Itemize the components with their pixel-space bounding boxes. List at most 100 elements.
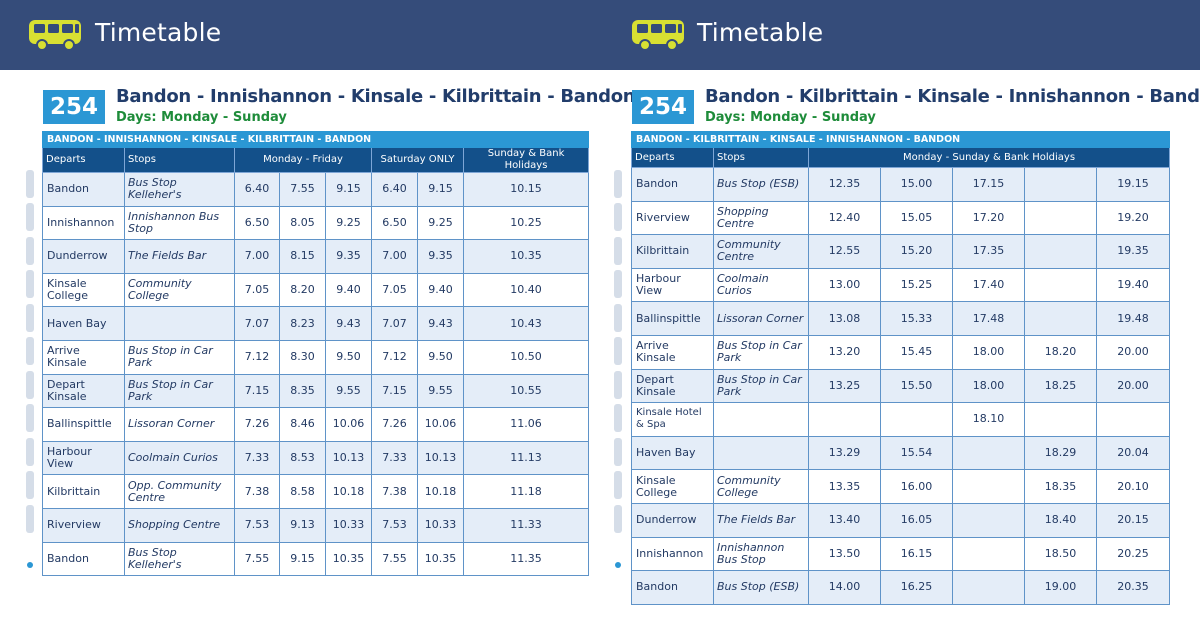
rail-segment [26, 337, 34, 365]
stop-cell: Bus Stop in Car Park [124, 339, 235, 375]
col-departs: Departs [631, 147, 714, 168]
time-cell: 9.43 [325, 306, 372, 341]
time-cell: 7.55 [371, 541, 418, 577]
col-departs: Departs [42, 147, 125, 173]
right-timetable-table: BANDON - KILBRITTAIN - KINSALE - INNISHA… [630, 131, 1171, 605]
time-cell: 20.25 [1095, 536, 1171, 572]
rail-segment [26, 304, 34, 332]
stop-cell: Coolmain Curios [713, 267, 809, 303]
time-cell [1024, 301, 1097, 336]
time-cell: 15.20 [880, 234, 953, 269]
time-cell [1024, 267, 1097, 303]
time-cell: 20.35 [1095, 570, 1171, 605]
time-cell: 18.10 [952, 402, 1025, 437]
right-scroll-rail[interactable] [614, 170, 622, 570]
time-cell: 15.45 [880, 334, 953, 370]
time-cell: 9.25 [325, 205, 372, 241]
time-cell: 12.40 [808, 200, 881, 236]
time-cell: 19.35 [1095, 234, 1171, 269]
stop-cell: Bus Stop in Car Park [124, 373, 235, 409]
time-cell: 9.35 [325, 239, 372, 274]
time-cell: 18.50 [1024, 536, 1097, 572]
route-band: BANDON - KILBRITTAIN - KINSALE - INNISHA… [630, 131, 1171, 148]
time-cell: 7.33 [234, 440, 280, 476]
rail-segment [614, 270, 622, 298]
col-stops: Stops [713, 147, 809, 168]
time-cell: 9.13 [279, 507, 326, 543]
time-cell: 18.29 [1024, 435, 1097, 471]
time-cell: 18.25 [1024, 368, 1097, 404]
time-cell [1024, 200, 1097, 236]
table-row: Riverview Shopping Centre 7.53 9.13 10.33 7.5… [42, 507, 590, 543]
col-saturday: Saturday ONLY [371, 147, 464, 173]
time-cell: 20.04 [1095, 435, 1171, 471]
departs-cell: Innishannon [631, 536, 714, 572]
time-cell: 13.29 [808, 435, 881, 471]
time-cell: 6.50 [371, 205, 418, 241]
time-cell: 7.12 [234, 339, 280, 375]
time-cell: 8.30 [279, 339, 326, 375]
time-cell: 10.15 [462, 172, 590, 207]
time-cell: 7.00 [234, 239, 280, 274]
table-row: Innishannon Innishannon Bus Stop 13.50 16.1… [631, 536, 1171, 572]
departs-cell: Riverview [42, 507, 125, 543]
stop-cell: Coolmain Curios [124, 440, 235, 476]
time-cell: 9.43 [417, 306, 464, 341]
stop-cell: The Fields Bar [713, 502, 809, 538]
table-row: Kinsale Hotel & Spa 18.10 [631, 402, 1171, 437]
rail-segment [26, 237, 34, 265]
time-cell: 9.55 [325, 373, 372, 409]
time-cell: 7.07 [234, 306, 280, 341]
bus-icon [29, 20, 81, 51]
timetable-title-left: Timetable [95, 18, 222, 47]
stop-cell: Bus Stop Kelleher's [124, 541, 235, 577]
time-cell: 19.48 [1095, 301, 1171, 336]
stop-cell: Innishannon Bus Stop [713, 536, 809, 572]
table-row: Riverview Shopping Centre 12.40 15.05 17.20 1… [631, 200, 1171, 236]
time-cell: 9.50 [325, 339, 372, 375]
time-cell: 10.33 [325, 507, 372, 543]
departs-cell: Kilbrittain [631, 234, 714, 269]
time-cell: 7.38 [234, 474, 280, 509]
header-bar: Timetable Timetable [0, 0, 1200, 70]
table-row: Haven Bay 13.29 15.54 18.29 20.04 [631, 435, 1171, 471]
time-cell: 13.08 [808, 301, 881, 336]
left-scroll-rail[interactable] [26, 170, 34, 570]
time-cell: 7.12 [371, 339, 418, 375]
time-cell: 7.15 [234, 373, 280, 409]
time-cell: 7.33 [371, 440, 418, 476]
route-band: BANDON - INNISHANNON - KINSALE - KILBRIT… [41, 131, 590, 148]
time-cell: 11.06 [462, 407, 590, 442]
time-cell: 10.18 [417, 474, 464, 509]
table-row: Kinsale College Community College 7.05 8.20… [42, 272, 590, 308]
time-cell: 13.50 [808, 536, 881, 572]
rail-segment [614, 203, 622, 231]
departs-cell: Kilbrittain [42, 474, 125, 509]
rail-segment [26, 170, 34, 198]
table-row: Kinsale College Community College 13.35 16.… [631, 469, 1171, 504]
rail-segment [614, 304, 622, 332]
col-monday-sunday: Monday - Sunday & Bank Holdiays [807, 147, 1171, 168]
departs-cell: Kinsale College [42, 272, 125, 308]
time-cell [952, 469, 1025, 504]
time-cell: 7.26 [371, 407, 418, 442]
time-cell: 10.18 [325, 474, 372, 509]
stop-cell [713, 402, 809, 437]
table-row: Ballinspittle Lissoran Corner 13.08 15.33 17… [631, 301, 1171, 336]
time-cell: 9.15 [417, 172, 464, 207]
time-cell: 8.35 [279, 373, 326, 409]
time-cell: 7.38 [371, 474, 418, 509]
departs-cell: Haven Bay [631, 435, 714, 471]
time-cell: 10.55 [462, 373, 590, 409]
table-row: Depart Kinsale Bus Stop in Car Park 13.25 1… [631, 368, 1171, 404]
time-cell: 8.23 [279, 306, 326, 341]
time-cell: 10.06 [325, 407, 372, 442]
time-cell: 18.40 [1024, 502, 1097, 538]
table-row: Harbour View Coolmain Curios 7.33 8.53 10.13… [42, 440, 590, 476]
time-cell: 15.54 [880, 435, 953, 471]
departs-cell: Ballinspittle [42, 407, 125, 442]
time-cell: 8.15 [279, 239, 326, 274]
route-title: Bandon - Kilbrittain - Kinsale - Innisha… [705, 86, 1200, 107]
table-row: Bandon Bus Stop Kelleher's 7.55 9.15 10.35 7.… [42, 541, 590, 577]
stop-cell: Shopping Centre [713, 200, 809, 236]
